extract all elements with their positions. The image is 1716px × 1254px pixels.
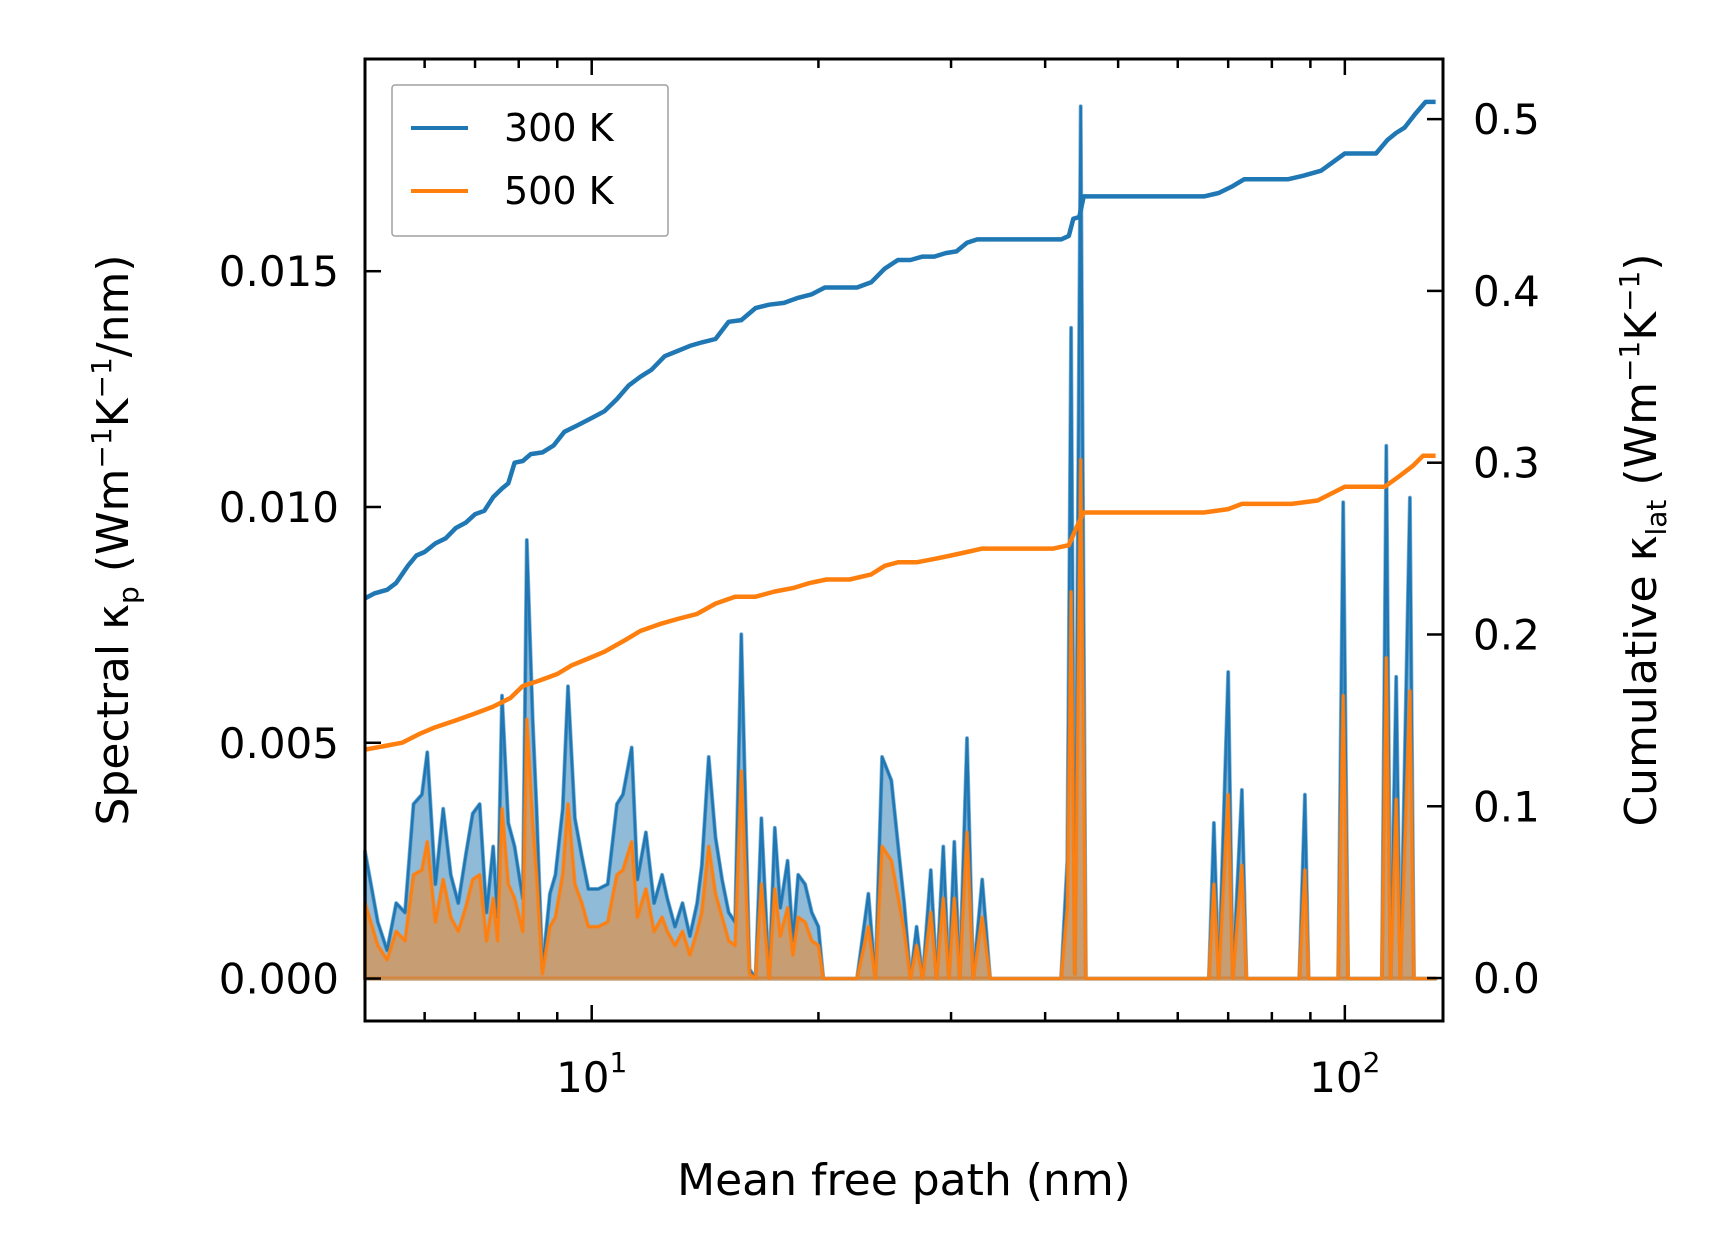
right-y-tick-label: 0.4 (1473, 267, 1540, 316)
left-y-tick-label: 0.000 (219, 955, 339, 1004)
x-tick-label: 102 (1309, 1046, 1380, 1102)
right-y-tick-label: 0.0 (1473, 954, 1540, 1003)
tick-layer: 101 102 0.000 0.005 0.010 0.015 0.0 0.1 0.2 0.3 0.… (219, 59, 1540, 1102)
left-y-tick-label: 0.015 (219, 247, 339, 296)
left-y-tick-label: 0.005 (219, 719, 339, 768)
legend-frame (391, 84, 669, 237)
legend-label-500k: 500 K (504, 169, 615, 213)
spectral-area-layer (363, 104, 1438, 981)
cumulative-line-layer (363, 99, 1436, 752)
axes-frame (363, 57, 1445, 1023)
x-tick-label: 101 (556, 1046, 627, 1102)
right-y-tick-label: 0.2 (1473, 610, 1540, 659)
left-y-tick-label: 0.010 (219, 483, 339, 532)
right-y-tick-label: 0.1 (1473, 782, 1540, 831)
legend-label-300k: 300 K (504, 106, 615, 150)
plot-area (363, 57, 1445, 1023)
right-y-tick-label: 0.5 (1473, 95, 1540, 144)
legend: 300 K 500 K (391, 84, 669, 237)
cumulative-line-500k (364, 453, 1436, 752)
cumulative-line-300k (363, 99, 1436, 601)
left-y-axis-label: Spectral κp (Wm−1K−1/nm) (85, 254, 145, 825)
right-y-tick-label: 0.3 (1473, 439, 1540, 488)
x-axis-label: Mean free path (nm) (677, 1155, 1131, 1206)
spectral-line-500k (363, 458, 1436, 980)
right-y-axis-label: Cumulative κlat (Wm−1K−1) (1613, 253, 1673, 826)
